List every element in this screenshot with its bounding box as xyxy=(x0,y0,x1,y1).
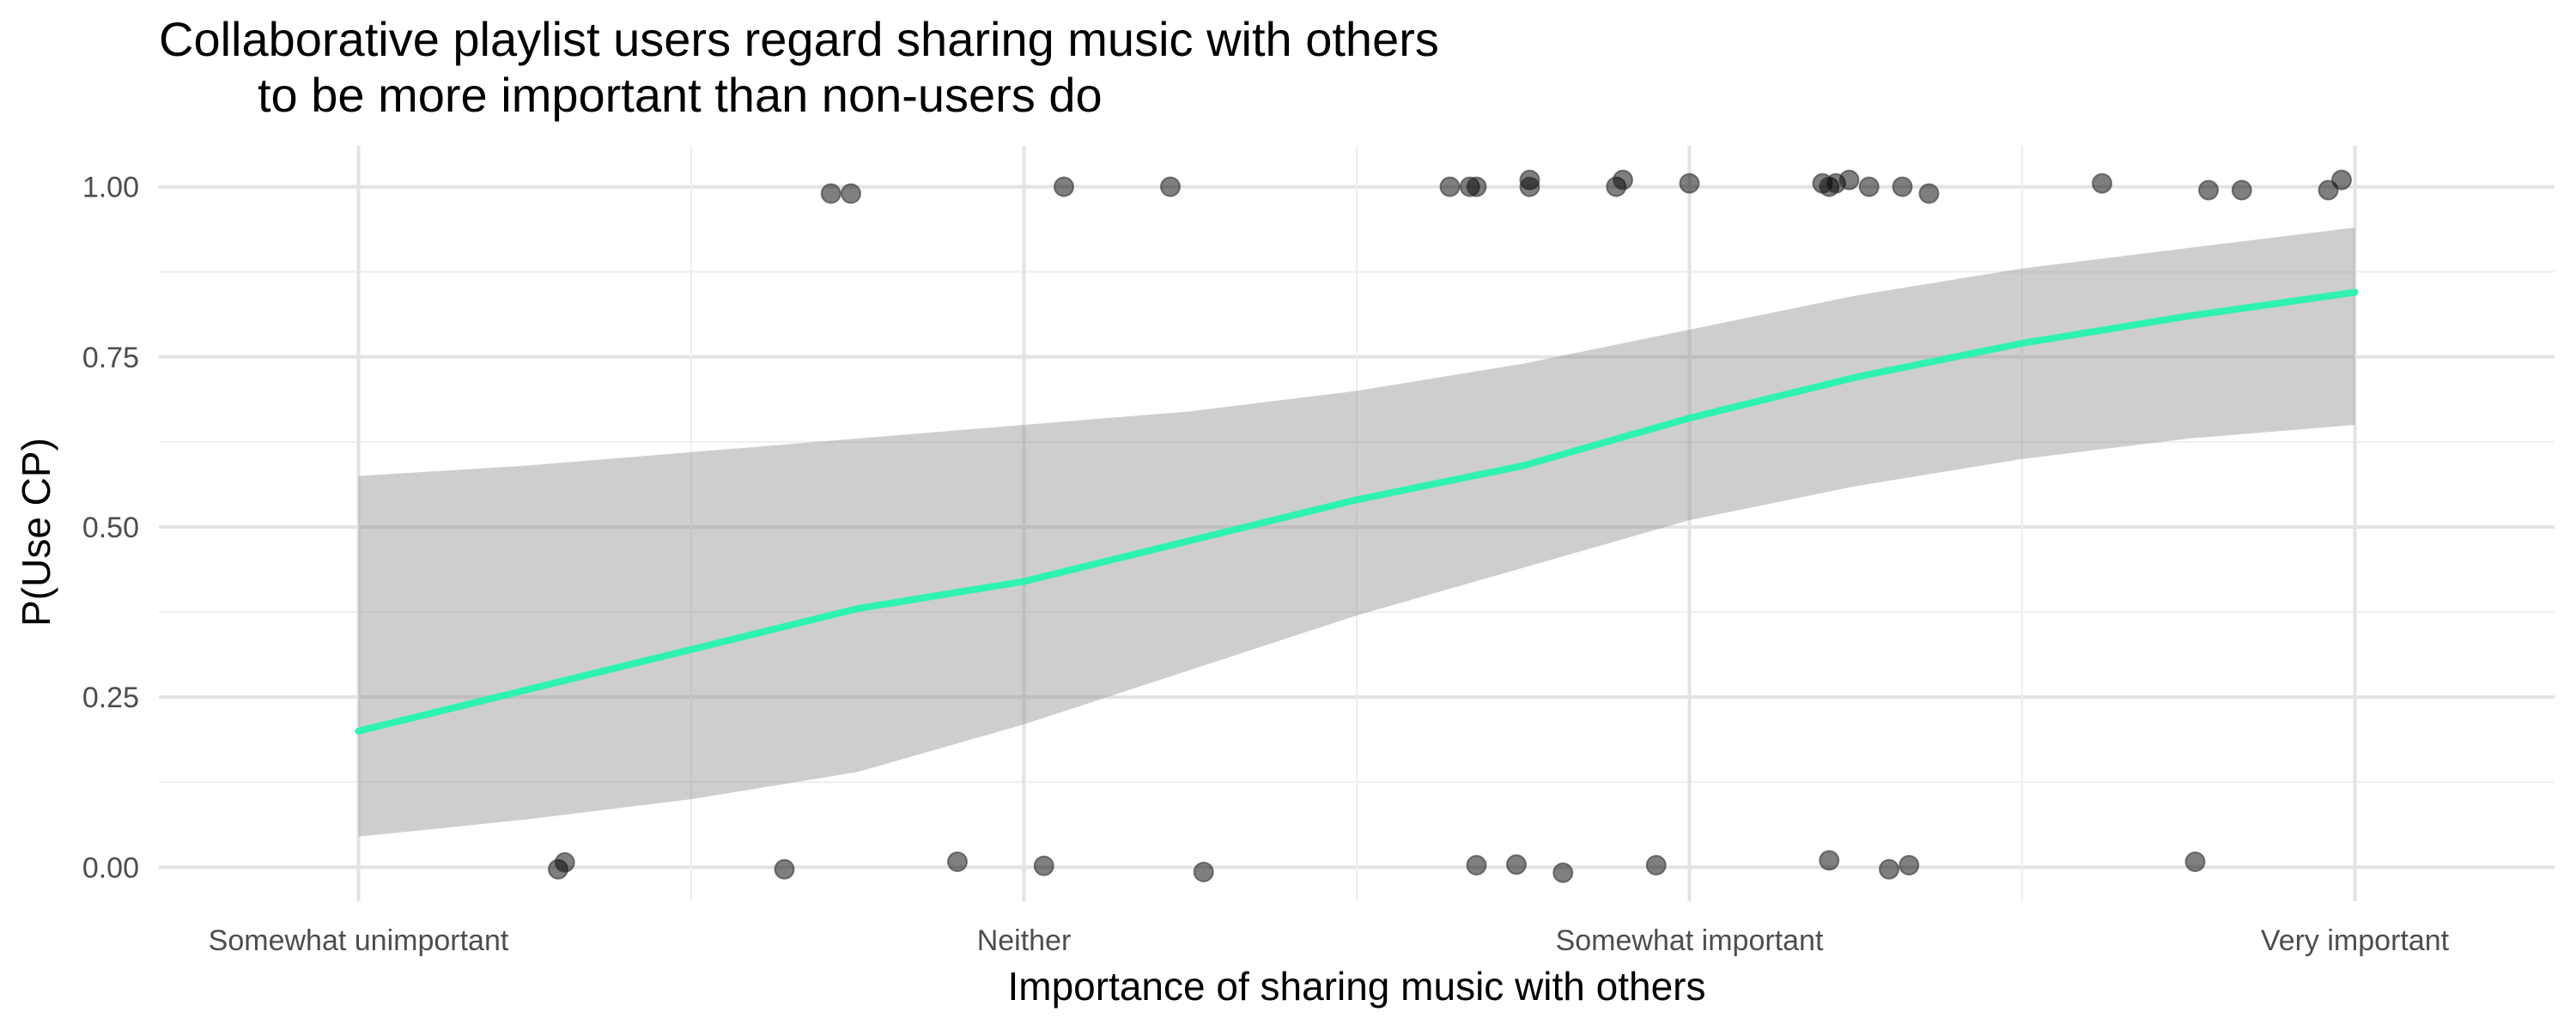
data-point xyxy=(1033,855,1054,876)
chart-title-line1: Collaborative playlist users regard shar… xyxy=(159,12,1439,66)
data-point xyxy=(1892,176,1913,197)
data-point xyxy=(1613,169,1633,191)
data-point xyxy=(820,183,841,204)
chart-title-line2: to be more important than non-users do xyxy=(258,68,1103,122)
x-tick-labels: Somewhat unimportant Neither Somewhat impo… xyxy=(209,924,2450,957)
data-point xyxy=(1918,183,1940,204)
y-tick-label: 0.75 xyxy=(82,342,139,374)
data-point xyxy=(2231,179,2252,201)
grid-layer xyxy=(159,146,2555,901)
y-tick-labels: 0.00 0.25 0.50 0.75 1.00 xyxy=(82,172,139,885)
data-point xyxy=(1466,176,1487,197)
data-point xyxy=(1506,854,1527,876)
data-point xyxy=(1193,861,1214,882)
points-layer xyxy=(548,169,2352,883)
data-point xyxy=(1519,176,1540,197)
data-point xyxy=(1819,850,1840,871)
data-point xyxy=(947,851,968,873)
data-point xyxy=(1858,176,1880,197)
data-point xyxy=(1552,862,1574,883)
data-point xyxy=(841,183,861,204)
data-point xyxy=(2184,851,2206,873)
y-tick-label: 0.50 xyxy=(82,512,139,544)
x-tick-label: Neither xyxy=(977,924,1072,957)
data-point xyxy=(1838,169,1860,191)
x-axis-title: Importance of sharing music with others xyxy=(1007,964,1705,1009)
data-point xyxy=(1466,854,1487,876)
y-tick-label: 0.00 xyxy=(82,851,139,884)
data-point xyxy=(1160,176,1181,197)
fit-line xyxy=(355,288,2359,735)
y-tick-label: 0.25 xyxy=(82,682,139,714)
data-point xyxy=(1054,176,1074,197)
x-tick-label: Somewhat unimportant xyxy=(209,924,509,957)
data-point xyxy=(1439,176,1461,197)
data-point xyxy=(2092,173,2112,194)
data-point xyxy=(2331,169,2352,191)
data-point xyxy=(774,858,795,880)
y-tick-label: 1.00 xyxy=(82,172,139,204)
y-axis-title: P(Use CP) xyxy=(14,438,58,627)
data-point xyxy=(1679,173,1700,194)
x-tick-label: Somewhat important xyxy=(1556,924,1824,957)
x-tick-label: Very important xyxy=(2261,924,2450,957)
data-point xyxy=(554,851,575,873)
data-point xyxy=(1899,854,1920,876)
data-point xyxy=(1645,854,1667,876)
data-point xyxy=(2198,179,2219,201)
data-point xyxy=(1879,858,1899,880)
